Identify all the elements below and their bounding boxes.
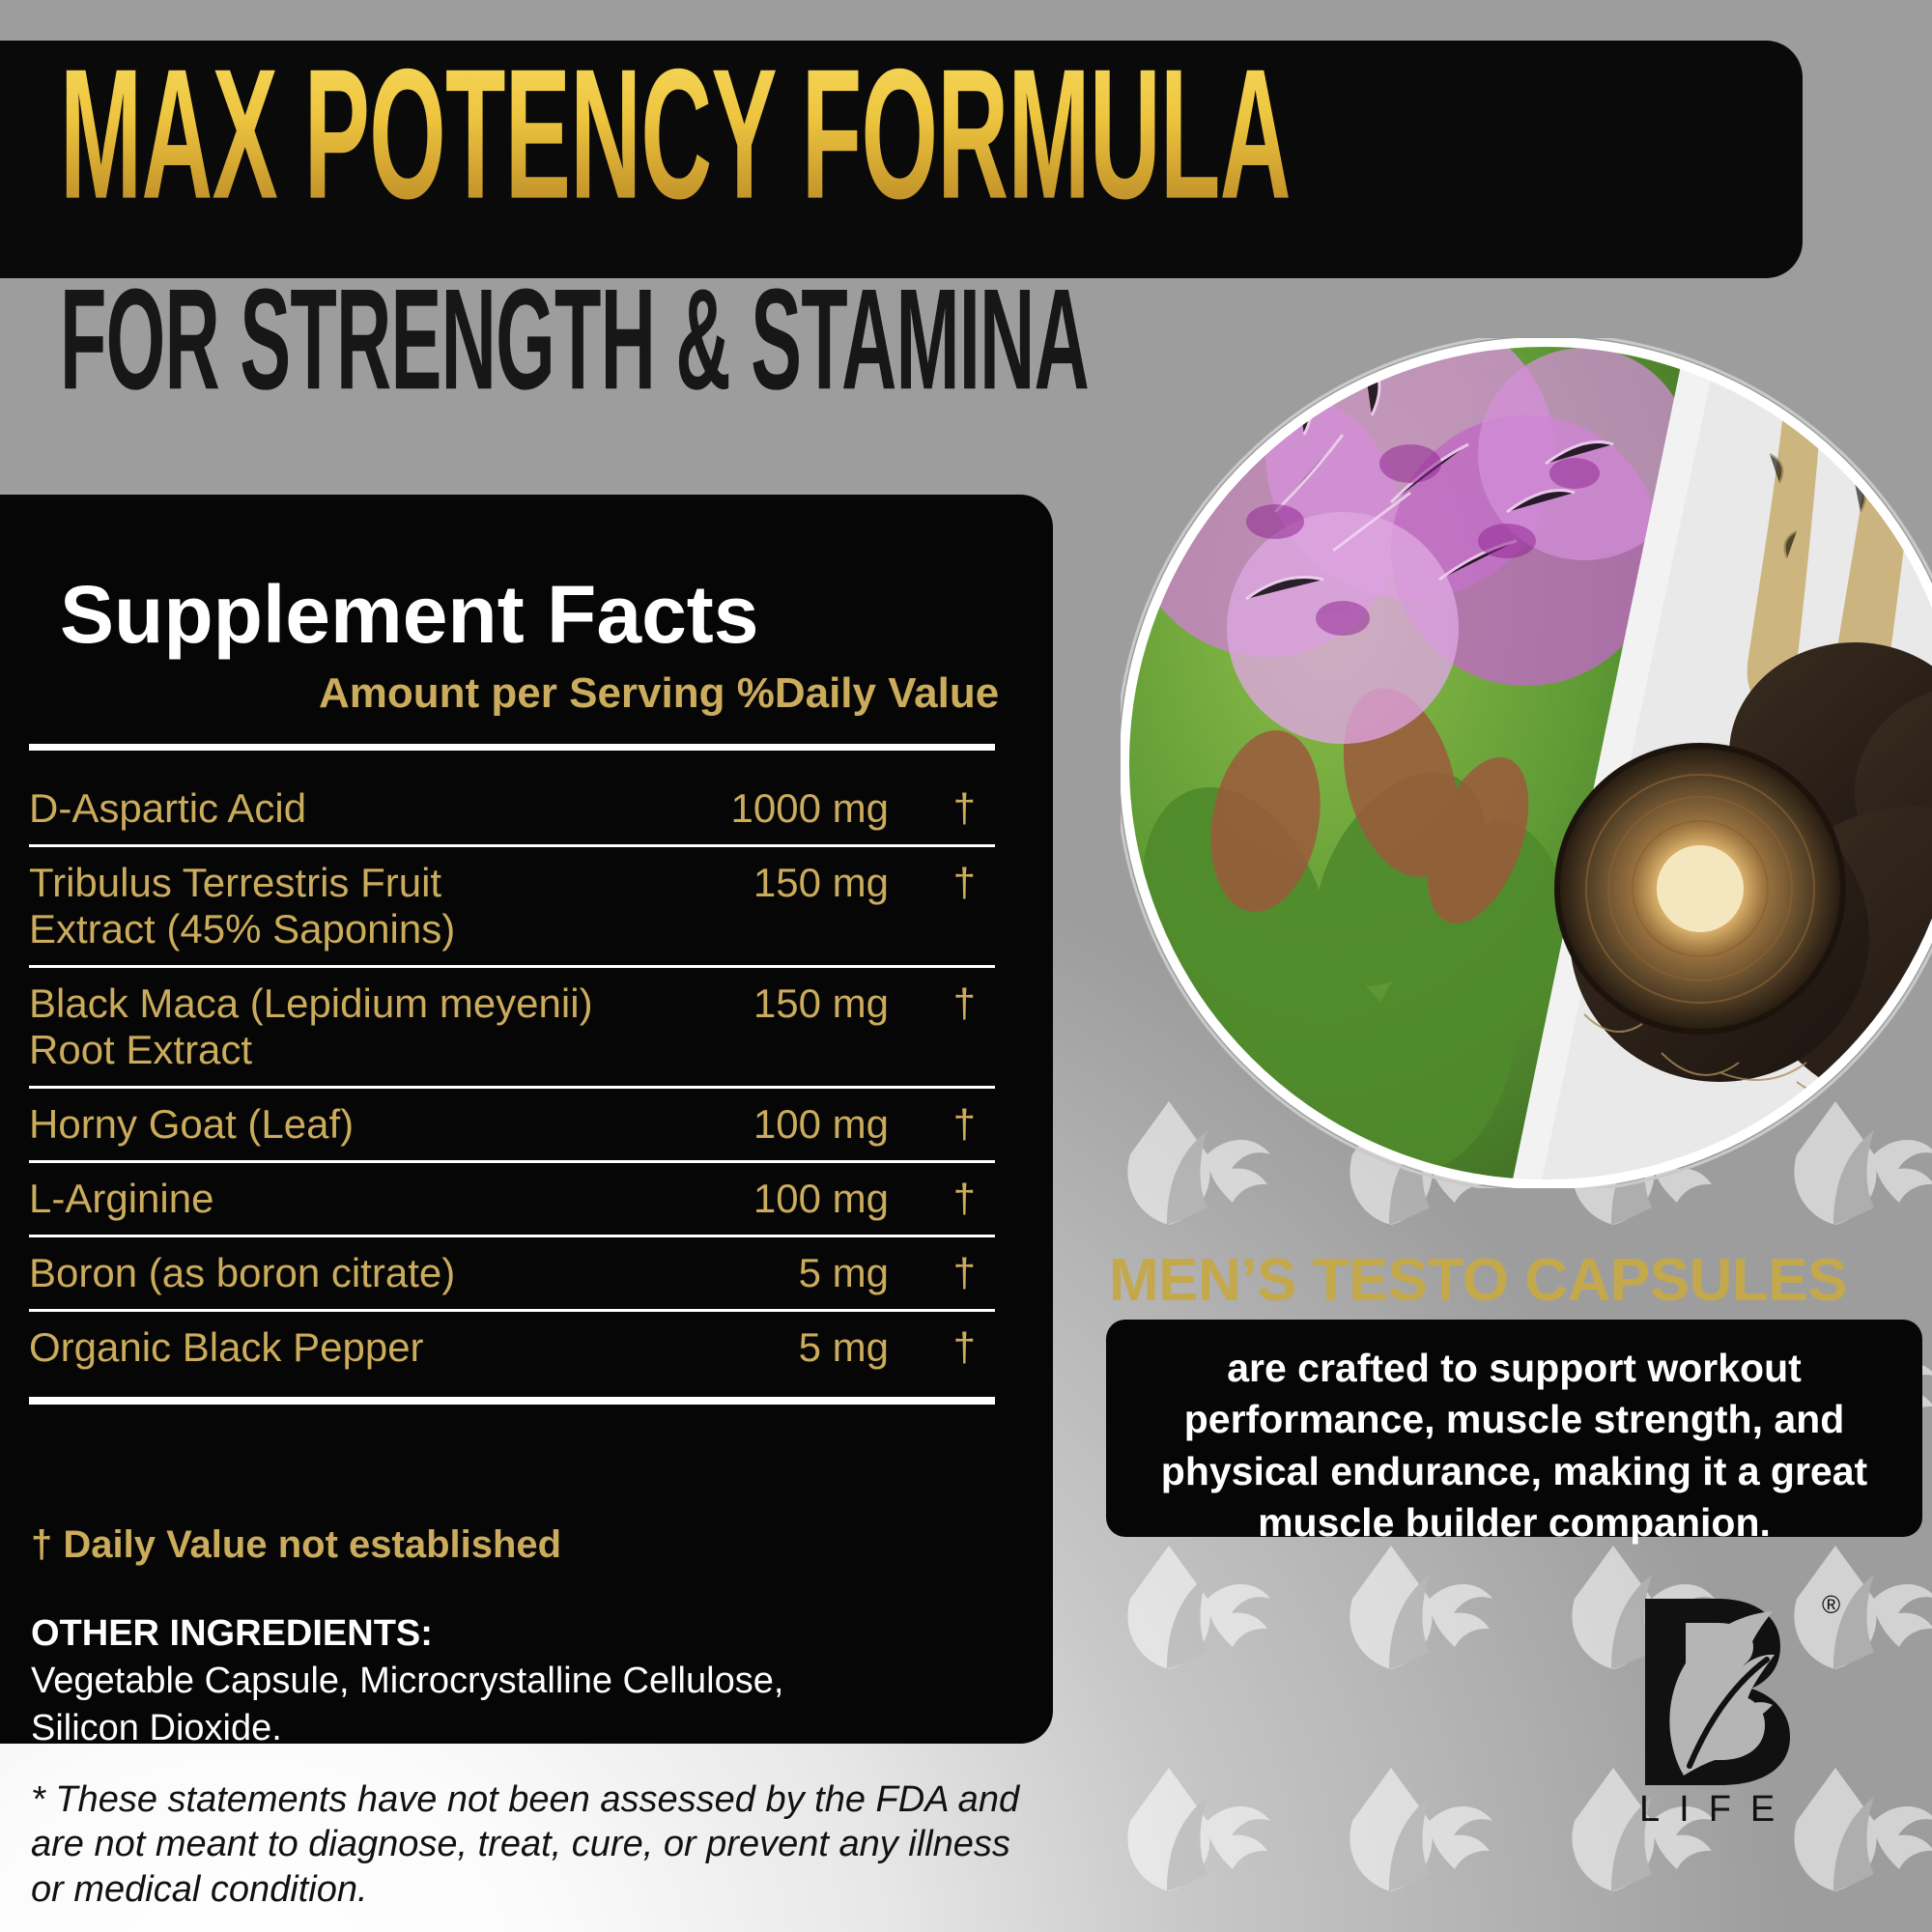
svg-text:®: ® xyxy=(1822,1590,1840,1619)
